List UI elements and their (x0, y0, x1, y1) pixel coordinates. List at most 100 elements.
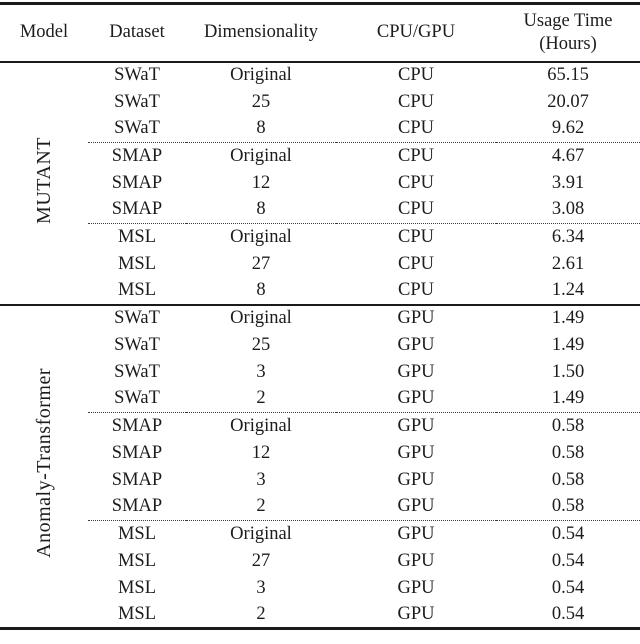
processor-cell: CPU (398, 253, 434, 274)
dataset-cell: SWaT (114, 91, 160, 112)
dataset-cell: SWaT (114, 334, 160, 355)
header-model: Model (19, 22, 69, 43)
usage-time-cell: 0.58 (551, 496, 585, 517)
dimensionality-cell: 12 (251, 442, 271, 463)
processor-cell: GPU (397, 603, 435, 624)
processor-cell: GPU (397, 577, 435, 598)
usage-time-table: Model Dataset Dimensionality CPU/GPU Usa… (0, 2, 640, 630)
dimensionality-cell: Original (186, 520, 336, 548)
usage-time-cell: 1.50 (551, 361, 585, 382)
table-row: SMAP 2 GPU 0.58 (0, 494, 640, 521)
dimensionality-cell: 27 (251, 550, 271, 571)
dataset-cell: SMAP (111, 469, 163, 490)
dataset-cell: SMAP (111, 496, 163, 517)
dataset-cell: SWaT (114, 388, 160, 409)
table-row: SMAP 3 GPU 0.58 (0, 467, 640, 494)
usage-time-cell: 65.15 (547, 65, 589, 85)
table-row: SWaT 25 GPU 1.49 (0, 332, 640, 359)
section-mutant: MUTANT SWaT Original CPU 65.15 SWaT 25 C… (0, 62, 640, 305)
processor-cell: GPU (397, 361, 435, 382)
header-row: Model Dataset Dimensionality CPU/GPU Usa… (0, 4, 640, 62)
header-dataset: Dataset (109, 22, 165, 43)
dimensionality-cell: 2 (256, 603, 266, 624)
model-group-label-mutant: MUTANT (0, 62, 88, 305)
dimensionality-cell: 27 (251, 253, 271, 274)
dimensionality-cell: Original (230, 308, 292, 328)
processor-cell: CPU (398, 91, 434, 112)
usage-time-cell: 4.67 (496, 142, 640, 170)
processor-cell: CPU (398, 172, 434, 193)
header-usage-time-line1: Usage Time (523, 10, 613, 31)
processor-cell: CPU (398, 280, 434, 300)
dataset-cell: SMAP (111, 442, 163, 463)
dimensionality-cell: 25 (251, 91, 271, 112)
processor-cell: CPU (336, 142, 496, 170)
dimensionality-cell: 3 (256, 469, 266, 490)
dataset-cell: SMAP (111, 199, 163, 220)
dimensionality-cell: 2 (256, 496, 266, 517)
table-row: SMAP Original GPU 0.58 (0, 412, 640, 440)
table-row: Anomaly-Transformer SWaT Original GPU 1.… (0, 305, 640, 558)
table-row: MSL 27 GPU 0.54 (0, 548, 640, 575)
table-row: SWaT 8 CPU 9.62 (0, 116, 640, 143)
processor-cell: GPU (397, 442, 435, 463)
processor-cell: GPU (397, 469, 435, 490)
usage-time-cell: 1.49 (551, 334, 585, 355)
usage-time-cell: 9.62 (551, 118, 585, 139)
processor-cell: GPU (336, 412, 496, 440)
dataset-cell: MSL (117, 603, 157, 624)
header-usage-time: Usage Time (Hours) (496, 4, 640, 62)
usage-time-cell: 2.61 (551, 253, 585, 274)
table-row: MUTANT SWaT Original CPU 65.15 (0, 62, 640, 223)
processor-cell: CPU (398, 65, 434, 85)
usage-time-cell: 0.58 (496, 412, 640, 440)
usage-time-cell: 1.24 (551, 280, 585, 300)
table-row: MSL Original CPU 6.34 (0, 223, 640, 251)
processor-cell: CPU (398, 199, 434, 220)
dimensionality-cell: Original (186, 223, 336, 251)
usage-time-cell: 0.58 (551, 442, 585, 463)
dimensionality-cell: 3 (256, 577, 266, 598)
dataset-cell: MSL (117, 253, 157, 274)
processor-cell: GPU (336, 520, 496, 548)
usage-time-cell: 0.54 (496, 520, 640, 548)
dimensionality-cell: 3 (256, 361, 266, 382)
dimensionality-cell: 8 (256, 199, 266, 220)
usage-time-cell: 0.54 (551, 577, 585, 598)
processor-cell: CPU (336, 223, 496, 251)
dataset-cell: SWaT (114, 361, 160, 382)
usage-time-cell: 1.49 (551, 388, 585, 409)
table-row: MSL 2 GPU 0.54 (0, 602, 640, 629)
dimensionality-cell: 8 (256, 280, 266, 300)
table-row: MSL Original GPU 0.54 (0, 520, 640, 548)
usage-time-cell: 0.58 (551, 469, 585, 490)
dataset-cell: MSL (88, 520, 186, 548)
table-row: SMAP 8 CPU 3.08 (0, 197, 640, 224)
usage-time-cell: 6.34 (496, 223, 640, 251)
dimensionality-cell: 2 (256, 388, 266, 409)
dimensionality-cell: Original (186, 412, 336, 440)
usage-time-cell: 0.54 (551, 603, 585, 624)
table-header: Model Dataset Dimensionality CPU/GPU Usa… (0, 3, 640, 62)
processor-cell: CPU (398, 118, 434, 139)
header-dimensionality: Dimensionality (203, 22, 319, 43)
dimensionality-cell: 25 (251, 334, 271, 355)
model-group-label-anomaly-transformer: Anomaly-Transformer (0, 305, 88, 629)
table-row: SWaT 25 CPU 20.07 (0, 89, 640, 116)
processor-cell: GPU (397, 388, 435, 409)
dataset-cell: SWaT (114, 65, 160, 85)
table-row: MSL 8 CPU 1.24 (0, 278, 640, 305)
table-row: SWaT 3 GPU 1.50 (0, 359, 640, 386)
processor-cell: GPU (397, 550, 435, 571)
header-usage-time-line2: (Hours) (539, 33, 597, 54)
dataset-cell: SMAP (88, 412, 186, 440)
rotated-model-label: Anomaly-Transformer (32, 368, 55, 559)
header-cpu-gpu: CPU/GPU (376, 22, 456, 43)
dataset-cell: MSL (117, 280, 157, 300)
section-anomaly-transformer: Anomaly-Transformer SWaT Original GPU 1.… (0, 305, 640, 629)
table-row: SWaT 2 GPU 1.49 (0, 386, 640, 413)
dataset-cell: MSL (88, 223, 186, 251)
processor-cell: GPU (397, 496, 435, 517)
processor-cell: GPU (397, 334, 435, 355)
table-row: MSL 3 GPU 0.54 (0, 575, 640, 602)
